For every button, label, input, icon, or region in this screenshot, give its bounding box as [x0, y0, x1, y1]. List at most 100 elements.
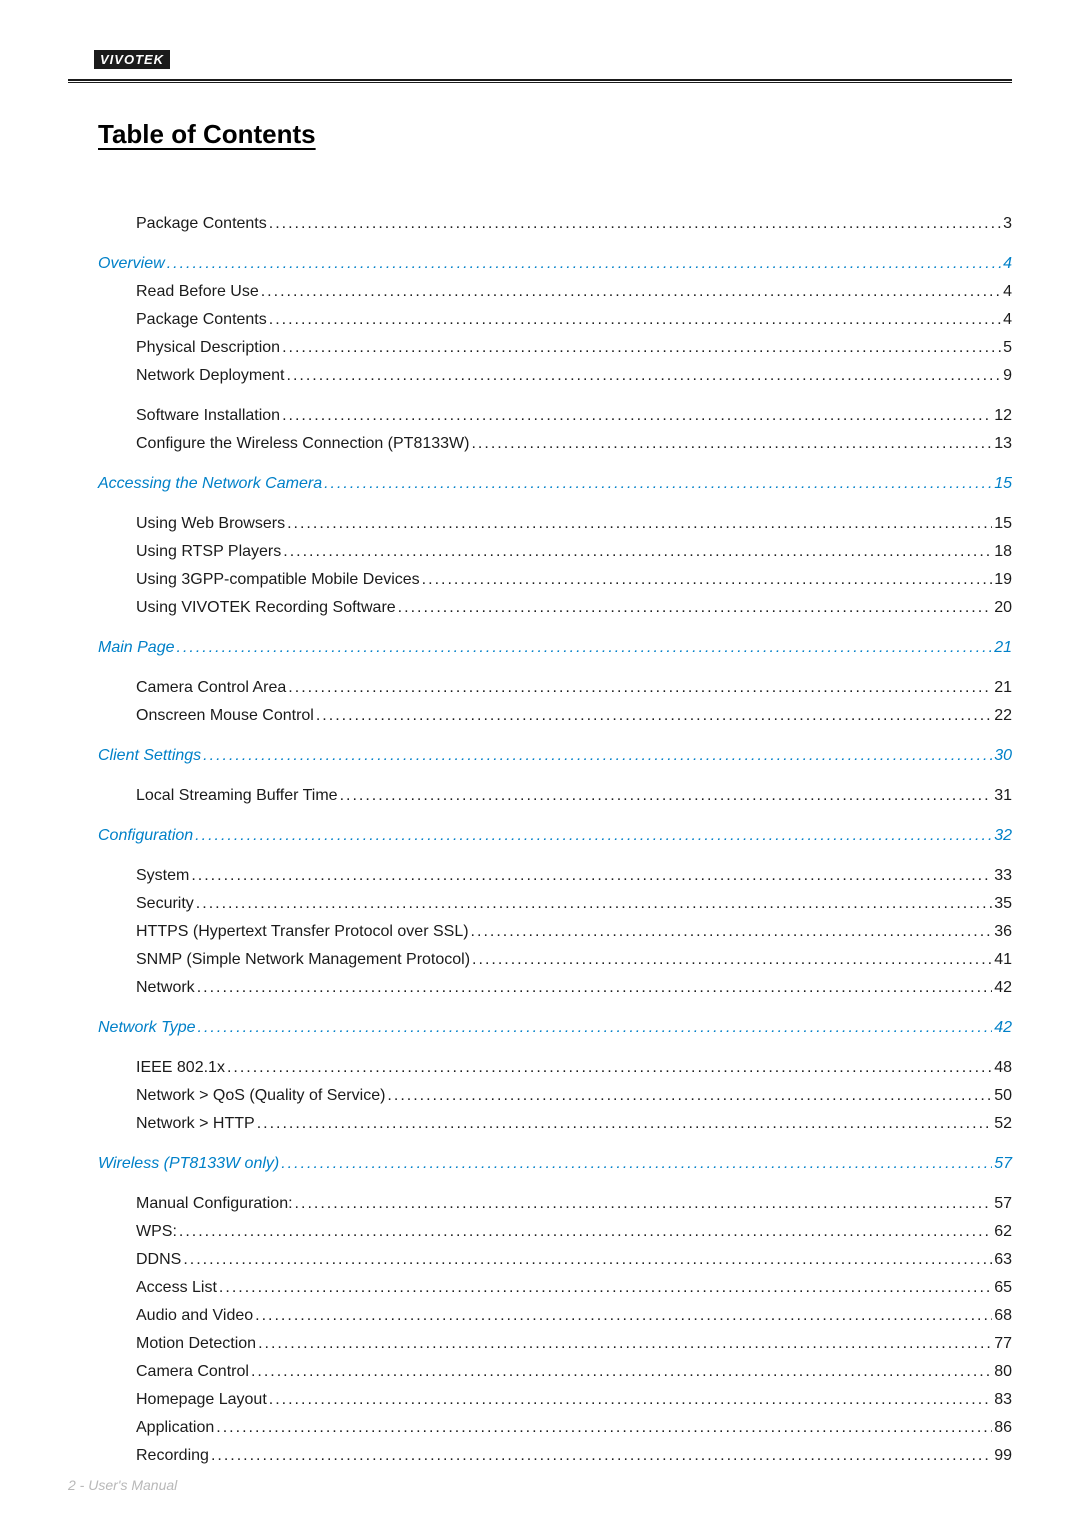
toc-label: Network > QoS (Quality of Service) [136, 1082, 385, 1110]
header: VIVOTEK [68, 50, 1012, 79]
toc-sub-row[interactable]: Package Contents3 [136, 210, 1012, 238]
toc-sub-row[interactable]: Onscreen Mouse Control22 [136, 702, 1012, 730]
toc-group-gap [98, 850, 1012, 862]
toc-sub-row[interactable]: Security 35 [136, 890, 1012, 918]
toc-leader-dots [255, 1302, 992, 1330]
toc-section-row[interactable]: Accessing the Network Camera15 [98, 470, 1012, 498]
toc-page-number: 15 [994, 510, 1012, 538]
toc-group-gap [98, 810, 1012, 822]
toc-leader-dots [197, 974, 993, 1002]
toc-sub-row[interactable]: Software Installation12 [136, 402, 1012, 430]
toc-page-number: 86 [994, 1414, 1012, 1442]
toc-label: Main Page [98, 634, 175, 662]
toc-sub-row[interactable]: Using 3GPP-compatible Mobile Devices 19 [136, 566, 1012, 594]
toc-page-number: 68 [994, 1302, 1012, 1330]
toc-sub-row[interactable]: Access List65 [136, 1274, 1012, 1302]
toc-group-gap [98, 458, 1012, 470]
toc-sub-row[interactable]: Using Web Browsers15 [136, 510, 1012, 538]
toc-sub-row[interactable]: Read Before Use4 [136, 278, 1012, 306]
toc-page-number: 63 [994, 1246, 1012, 1274]
toc-leader-dots [191, 862, 992, 890]
toc-sub-row[interactable]: Local Streaming Buffer Time31 [136, 782, 1012, 810]
toc-label: Network [136, 974, 195, 1002]
toc-sub-row[interactable]: Motion Detection77 [136, 1330, 1012, 1358]
toc-page-number: 30 [994, 742, 1012, 770]
toc-label: HTTPS (Hypertext Transfer Protocol over … [136, 918, 469, 946]
toc-leader-dots [167, 250, 1001, 278]
toc-sub-row[interactable]: DDNS 63 [136, 1246, 1012, 1274]
toc-sub-row[interactable]: Network > QoS (Quality of Service) 50 [136, 1082, 1012, 1110]
toc-label: Wireless (PT8133W only) [98, 1150, 279, 1178]
toc-group-gap [98, 498, 1012, 510]
toc-sub-row[interactable]: System33 [136, 862, 1012, 890]
toc-page-number: 41 [994, 946, 1012, 974]
toc-page-number: 18 [994, 538, 1012, 566]
toc-leader-dots [316, 702, 992, 730]
toc-label: Using RTSP Players [136, 538, 281, 566]
toc-leader-dots [281, 1150, 992, 1178]
toc-sub-row[interactable]: WPS:62 [136, 1218, 1012, 1246]
toc-section-row[interactable]: Wireless (PT8133W only)57 [98, 1150, 1012, 1178]
toc-sub-row[interactable]: Camera Control80 [136, 1358, 1012, 1386]
toc-page-number: 48 [994, 1054, 1012, 1082]
toc-group-gap [98, 622, 1012, 634]
toc-leader-dots [261, 278, 1001, 306]
toc-sub-row[interactable]: Network Deployment9 [136, 362, 1012, 390]
toc-group-gap [98, 390, 1012, 402]
toc-page-number: 4 [1003, 306, 1012, 334]
toc-sub-row[interactable]: Using RTSP Players 18 [136, 538, 1012, 566]
toc-sub-row[interactable]: Network 42 [136, 974, 1012, 1002]
toc-page-number: 21 [994, 634, 1012, 662]
toc-sub-row[interactable]: Network > HTTP52 [136, 1110, 1012, 1138]
toc-sub-row[interactable]: Audio and Video68 [136, 1302, 1012, 1330]
header-rule [68, 79, 1012, 83]
toc-group-gap [98, 238, 1012, 250]
toc-sub-row[interactable]: Camera Control Area21 [136, 674, 1012, 702]
toc-page-number: 57 [994, 1190, 1012, 1218]
toc-section-row[interactable]: Configuration32 [98, 822, 1012, 850]
toc-leader-dots [198, 1014, 993, 1042]
toc-label: DDNS [136, 1246, 181, 1274]
toc-page-number: 4 [1003, 278, 1012, 306]
toc-sub-row[interactable]: Manual Configuration:57 [136, 1190, 1012, 1218]
toc-leader-dots [340, 782, 993, 810]
toc-label: Using 3GPP-compatible Mobile Devices [136, 566, 420, 594]
toc-leader-dots [288, 674, 992, 702]
toc-sub-row[interactable]: Recording99 [136, 1442, 1012, 1470]
toc-group-gap [98, 1138, 1012, 1150]
toc-group-gap [98, 1042, 1012, 1054]
toc-page-number: 50 [994, 1082, 1012, 1110]
toc-page-number: 3 [1003, 210, 1012, 238]
toc-sub-row[interactable]: Physical Description5 [136, 334, 1012, 362]
toc-label: System [136, 862, 189, 890]
toc-leader-dots [398, 594, 993, 622]
toc-section-row[interactable]: Client Settings30 [98, 742, 1012, 770]
toc-sub-row[interactable]: Configure the Wireless Connection (PT813… [136, 430, 1012, 458]
toc-leader-dots [387, 1082, 992, 1110]
toc-page-number: 22 [994, 702, 1012, 730]
toc-page-number: 42 [994, 974, 1012, 1002]
toc-label: Security [136, 890, 194, 918]
toc-sub-row[interactable]: SNMP (Simple Network Management Protocol… [136, 946, 1012, 974]
toc-leader-dots [324, 470, 992, 498]
toc-label: Homepage Layout [136, 1386, 267, 1414]
toc-section-row[interactable]: Network Type42 [98, 1014, 1012, 1042]
toc-page-number: 52 [994, 1110, 1012, 1138]
toc-sub-row[interactable]: Package Contents4 [136, 306, 1012, 334]
toc-leader-dots [269, 210, 1001, 238]
toc-leader-dots [287, 362, 1002, 390]
toc-sub-row[interactable]: Using VIVOTEK Recording Software20 [136, 594, 1012, 622]
toc-leader-dots [283, 538, 992, 566]
toc-sub-row[interactable]: Homepage Layout83 [136, 1386, 1012, 1414]
toc-sub-row[interactable]: IEEE 802.1x48 [136, 1054, 1012, 1082]
toc-label: Configure the Wireless Connection (PT813… [136, 430, 469, 458]
toc-section-row[interactable]: Overview4 [98, 250, 1012, 278]
toc-page-number: 35 [994, 890, 1012, 918]
toc-page-number: 13 [994, 430, 1012, 458]
toc-label: Application [136, 1414, 214, 1442]
toc-section-row[interactable]: Main Page 21 [98, 634, 1012, 662]
toc-page-number: 80 [994, 1358, 1012, 1386]
toc-sub-row[interactable]: Application 86 [136, 1414, 1012, 1442]
toc-page-number: 19 [994, 566, 1012, 594]
toc-sub-row[interactable]: HTTPS (Hypertext Transfer Protocol over … [136, 918, 1012, 946]
